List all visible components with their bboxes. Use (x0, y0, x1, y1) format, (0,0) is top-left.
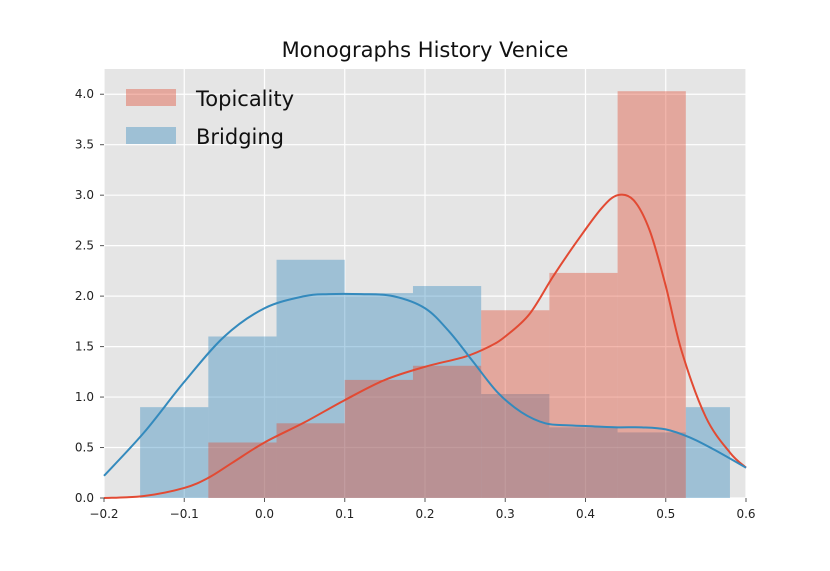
y-tick-label: 4.0 (75, 87, 94, 101)
y-tick-label: 2.0 (75, 289, 94, 303)
x-tick-label: 0.1 (335, 507, 354, 521)
y-tick-label: 1.5 (75, 340, 94, 354)
kde-lines (103, 193, 747, 499)
x-tick-label: 0.0 (255, 507, 274, 521)
bridging-bars (140, 259, 730, 498)
y-tick-label: 3.0 (75, 188, 94, 202)
y-tick-label: 0.0 (75, 491, 94, 505)
x-tick-label: 0.2 (415, 507, 434, 521)
topicality-bar-5 (549, 272, 618, 498)
y-tick-label: 2.5 (75, 239, 94, 253)
topicality-bar-6 (617, 91, 686, 498)
topicality-bar-4 (481, 310, 550, 498)
bridging-bar-5 (481, 394, 550, 498)
topicality-bars (208, 91, 686, 498)
y-tick-label: 0.5 (75, 441, 94, 455)
topicality-bar-2 (344, 379, 413, 498)
legend: Topicality Bridging (126, 87, 294, 149)
y-tick-label: 3.5 (75, 138, 94, 152)
x-axis-ticks: −0.2 −0.1 0.0 0.1 0.2 0.3 0.4 0.5 0.6 (89, 498, 756, 521)
y-axis-ticks: 0.0 0.5 1.0 1.5 2.0 2.5 3.0 3.5 4.0 (75, 87, 104, 505)
bridging-bar-7 (617, 432, 686, 498)
legend-swatch-topicality (126, 89, 176, 106)
bridging-kde-line (103, 292, 747, 477)
topicality-bar-3 (412, 365, 482, 498)
x-tick-label: −0.1 (170, 507, 199, 521)
x-tick-label: 0.4 (576, 507, 595, 521)
y-tick-label: 1.0 (75, 390, 94, 404)
x-tick-label: −0.2 (89, 507, 118, 521)
bridging-bar-3 (344, 293, 413, 498)
bridging-bar-0 (140, 407, 209, 498)
topicality-bar-1 (276, 423, 345, 498)
chart-title: Monographs History Venice (282, 38, 569, 62)
bridging-bar-6 (549, 427, 618, 498)
legend-label-topicality: Topicality (195, 87, 294, 111)
x-tick-label: 0.3 (496, 507, 515, 521)
bridging-bar-4 (412, 286, 482, 498)
legend-swatch-bridging (126, 127, 176, 144)
x-tick-label: 0.5 (656, 507, 675, 521)
x-tick-label: 0.6 (736, 507, 755, 521)
legend-label-bridging: Bridging (196, 125, 284, 149)
topicality-kde-line (103, 193, 747, 499)
topicality-bar-0 (208, 442, 277, 498)
